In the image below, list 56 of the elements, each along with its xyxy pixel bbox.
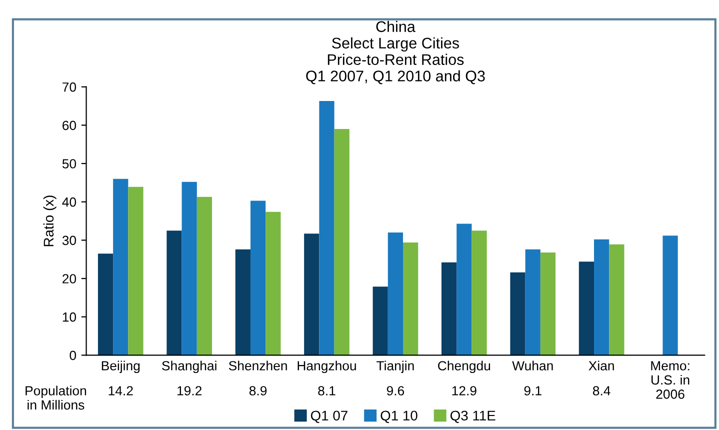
bar [250, 200, 266, 356]
bar [372, 286, 388, 356]
y-tick-label: 30 [62, 236, 76, 246]
bar [266, 212, 281, 356]
text: 8.4 [592, 386, 610, 396]
bar [441, 262, 457, 356]
bar [456, 224, 472, 356]
bar [235, 249, 250, 356]
y-tick-label: 50 [62, 159, 76, 168]
text: 12.9 [452, 386, 476, 396]
text: 8.1 [318, 386, 336, 396]
y-tick-label: 60 [62, 120, 76, 130]
x-tick-label: Wuhan [512, 360, 553, 370]
bar [403, 242, 418, 356]
bar [196, 196, 212, 356]
y-tick-label: 0 [70, 350, 76, 360]
bar [128, 186, 144, 356]
y-tick-label: 40 [62, 197, 76, 207]
x-tick-label: Chengdu [438, 360, 490, 374]
bar [304, 234, 320, 356]
y-tick-label: 10 [62, 312, 76, 322]
bar [98, 254, 114, 356]
legend-label: Q1 10 [380, 410, 418, 424]
bar [510, 272, 526, 356]
bar [166, 230, 182, 356]
text: 9.6 [386, 386, 404, 396]
x-tick-label: Shanghai [162, 360, 216, 374]
bar [578, 262, 594, 356]
y-tick-label: 70 [62, 82, 76, 92]
x-tick-label: Beijing [102, 360, 140, 374]
bar [113, 178, 128, 356]
y-tick-label: 20 [62, 274, 76, 284]
bar [319, 101, 334, 356]
text: 9.1 [524, 386, 542, 396]
text: Population in Millions [26, 386, 86, 410]
y-axis-title: Ratio (x) [43, 196, 56, 246]
legend-label: Q1 07 [310, 410, 348, 424]
x-tick-label: Memo: U.S. in 2006 [651, 361, 690, 399]
text: 19.2 [178, 386, 202, 396]
legend-label: Q3 11E [450, 410, 496, 424]
text: 14.2 [108, 386, 133, 396]
bar [388, 232, 404, 356]
bar [525, 249, 540, 356]
bar [472, 230, 487, 356]
bar [334, 129, 350, 356]
x-tick-label: Hangzhou [298, 360, 356, 374]
x-tick-label: Shenzhen [228, 360, 287, 370]
chart-title: China Select Large Cities Price-to-Rent Ratios Q1 2007, Q1 2010 and Q3 [306, 20, 485, 84]
bar [594, 239, 610, 356]
x-tick-label: Tianjin [376, 360, 414, 374]
bar [182, 182, 197, 356]
text: 8.9 [249, 386, 267, 396]
bar [662, 236, 678, 356]
x-tick-label: Xian [588, 360, 614, 370]
bar [540, 252, 556, 356]
bar [609, 244, 624, 356]
